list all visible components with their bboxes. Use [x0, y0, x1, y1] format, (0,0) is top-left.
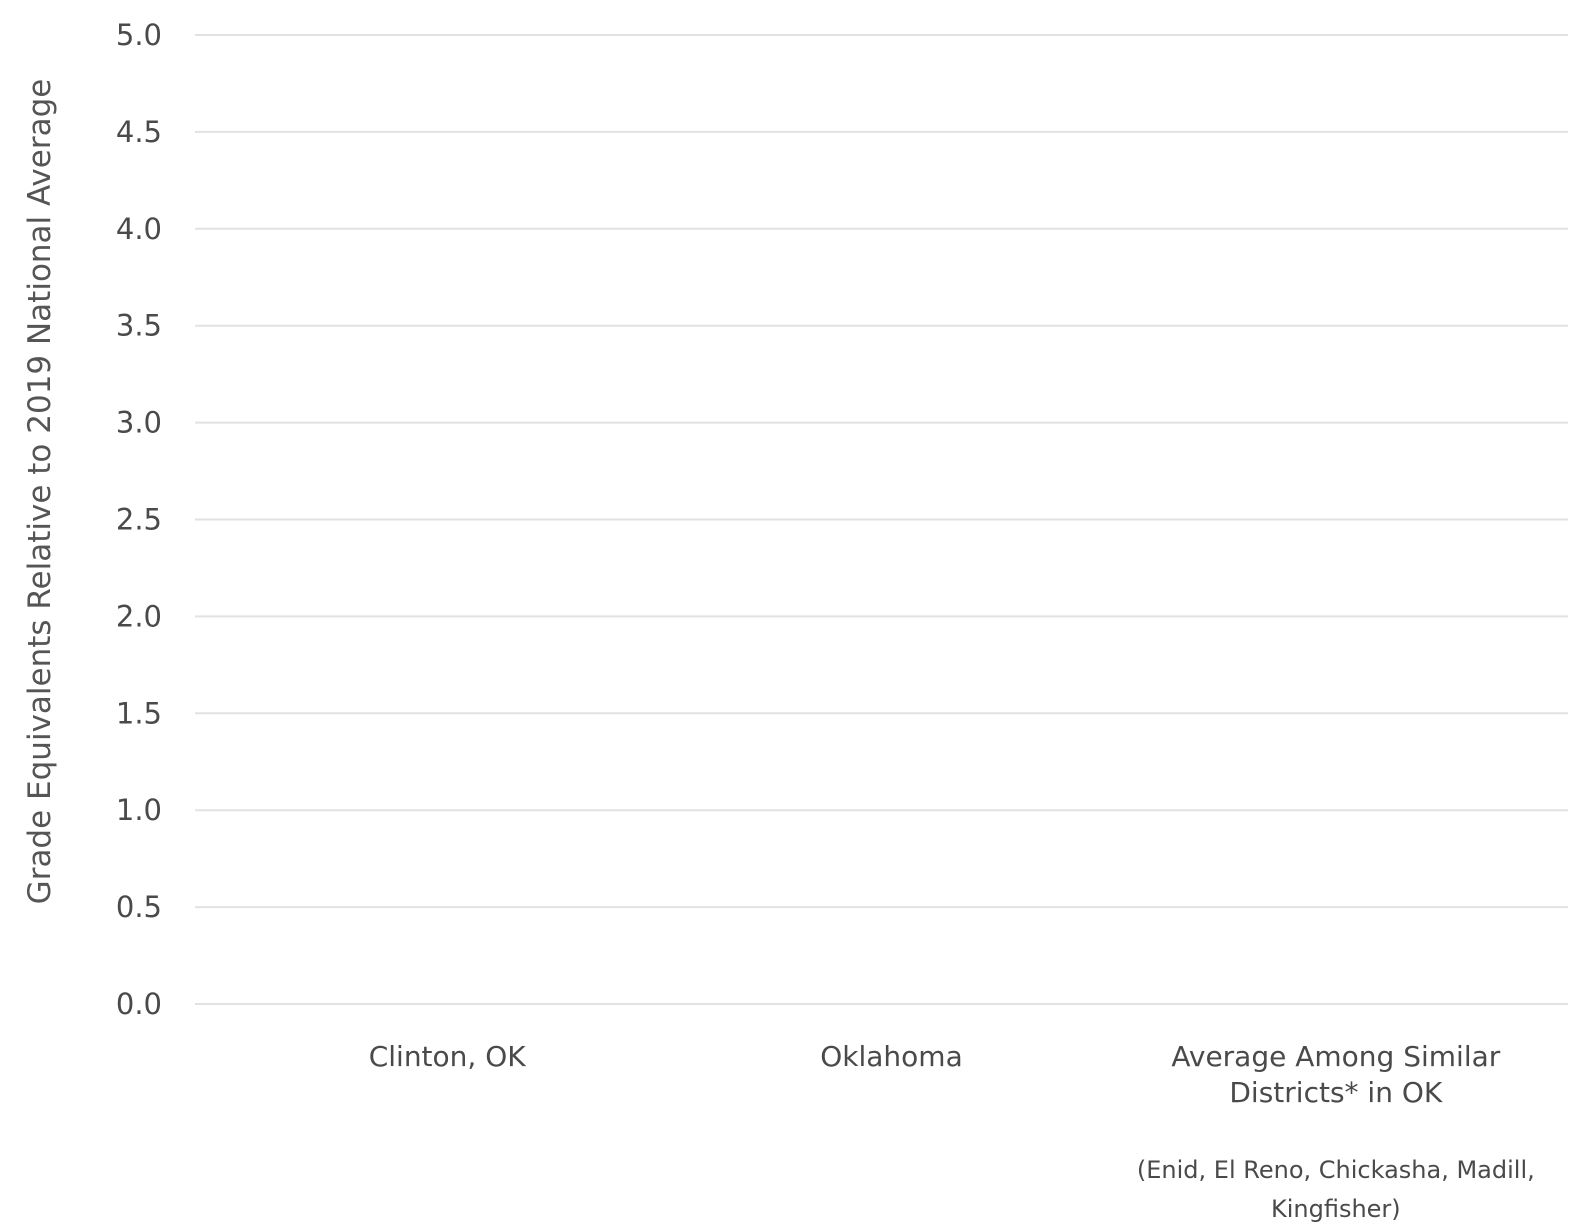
- y-tick-label: 1.0: [116, 793, 162, 827]
- y-tick-label: 4.0: [116, 212, 162, 246]
- y-tick-label: 1.5: [116, 696, 162, 730]
- x-category-note: Kingfisher): [1271, 1195, 1401, 1223]
- x-category-label: Districts* in OK: [1229, 1076, 1443, 1109]
- y-tick-label: 3.0: [116, 406, 162, 440]
- x-category-note: (Enid, El Reno, Chickasha, Madill,: [1137, 1156, 1535, 1184]
- y-axis-ticks: 0.0 0.5 1.0 1.5 2.0 2.5 3.0 3.5 4.0 4.5 5.0: [116, 18, 162, 1021]
- y-axis-title: Grade Equivalents Relative to 2019 Natio…: [22, 79, 58, 905]
- y-tick-label: 0.0: [116, 987, 162, 1021]
- y-tick-label: 4.5: [116, 115, 162, 149]
- y-tick-label: 3.5: [116, 309, 162, 343]
- y-tick-label: 2.0: [116, 599, 162, 633]
- x-axis-categories: Clinton, OK Oklahoma Average Among Similar…: [369, 1040, 1535, 1223]
- y-tick-label: 5.0: [116, 18, 162, 52]
- x-category-label: Oklahoma: [820, 1040, 963, 1073]
- gridlines: [195, 34, 1568, 1005]
- x-category-label: Clinton, OK: [369, 1040, 527, 1073]
- y-tick-label: 0.5: [116, 890, 162, 924]
- x-category-label: Average Among Similar: [1171, 1040, 1500, 1073]
- y-tick-label: 2.5: [116, 503, 162, 537]
